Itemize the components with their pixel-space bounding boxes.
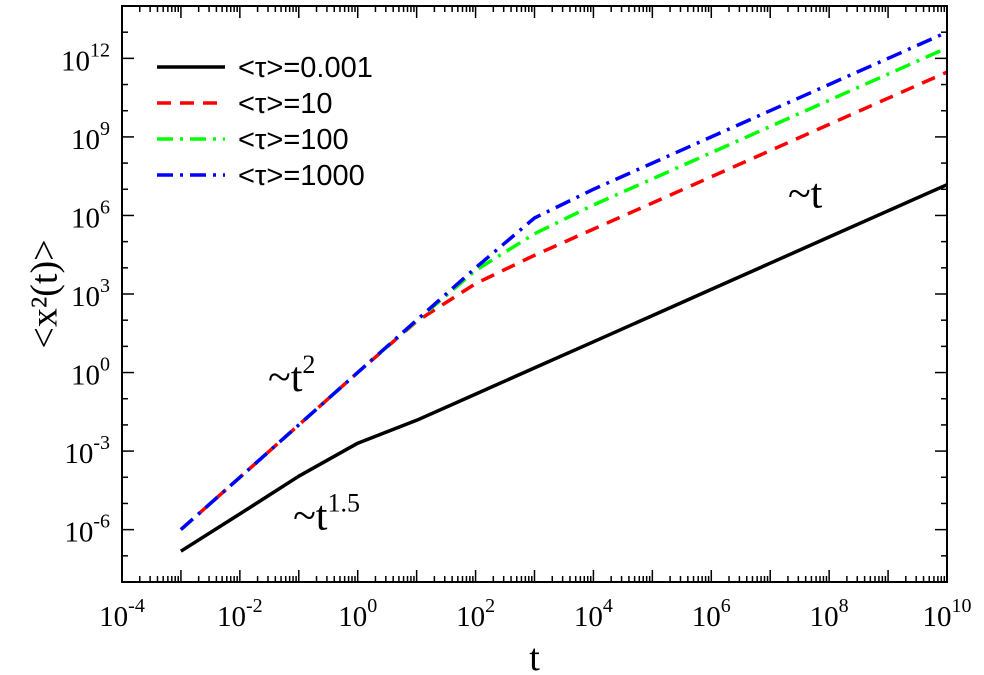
annotation-1: ~t1.5 bbox=[293, 489, 360, 540]
legend-label-3: <τ>=1000 bbox=[238, 160, 365, 192]
y-tick-label: 109 bbox=[71, 118, 110, 156]
legend-label-1: <τ>=10 bbox=[238, 88, 333, 120]
x-tick-label: 1010 bbox=[923, 595, 972, 633]
legend-label-2: <τ>=100 bbox=[238, 124, 349, 156]
legend-label-0: <τ>=0.001 bbox=[238, 52, 373, 84]
annotation-2: ~t bbox=[788, 172, 823, 218]
y-tick-label: 10-6 bbox=[64, 511, 110, 549]
x-tick-label: 102 bbox=[456, 595, 495, 633]
ticks-layer: 10-4 10-2 100 102 104 106 108 1010 10-6 10-3 100 10… bbox=[61, 5, 972, 633]
y-tick-label: 103 bbox=[71, 275, 110, 313]
x-tick-label: 10-2 bbox=[217, 595, 263, 633]
x-tick-label: 108 bbox=[810, 595, 849, 633]
x-tick-label: 10-4 bbox=[99, 595, 145, 633]
x-axis-label: t bbox=[529, 637, 540, 675]
series-line-3 bbox=[179, 30, 948, 531]
y-tick-label: 1012 bbox=[61, 39, 110, 77]
x-tick-label: 106 bbox=[692, 595, 731, 633]
y-tick-label: 10-3 bbox=[64, 432, 110, 470]
annotations: ~t2 ~t1.5 ~t bbox=[268, 172, 823, 540]
annotation-0: ~t2 bbox=[268, 350, 315, 401]
legend: <τ>=0.001 <τ>=10 <τ>=100 <τ>=1000 bbox=[157, 52, 373, 192]
plot-frame bbox=[121, 5, 948, 583]
x-tick-label: 100 bbox=[338, 595, 377, 633]
series-line-2 bbox=[179, 46, 948, 531]
x-tick-label: 104 bbox=[574, 595, 613, 633]
y-axis-label: <x²(t)> bbox=[24, 239, 66, 348]
series-layer bbox=[179, 30, 948, 553]
y-tick-label: 100 bbox=[71, 354, 110, 392]
y-tick-label: 106 bbox=[71, 196, 110, 234]
series-line-0 bbox=[179, 183, 948, 553]
